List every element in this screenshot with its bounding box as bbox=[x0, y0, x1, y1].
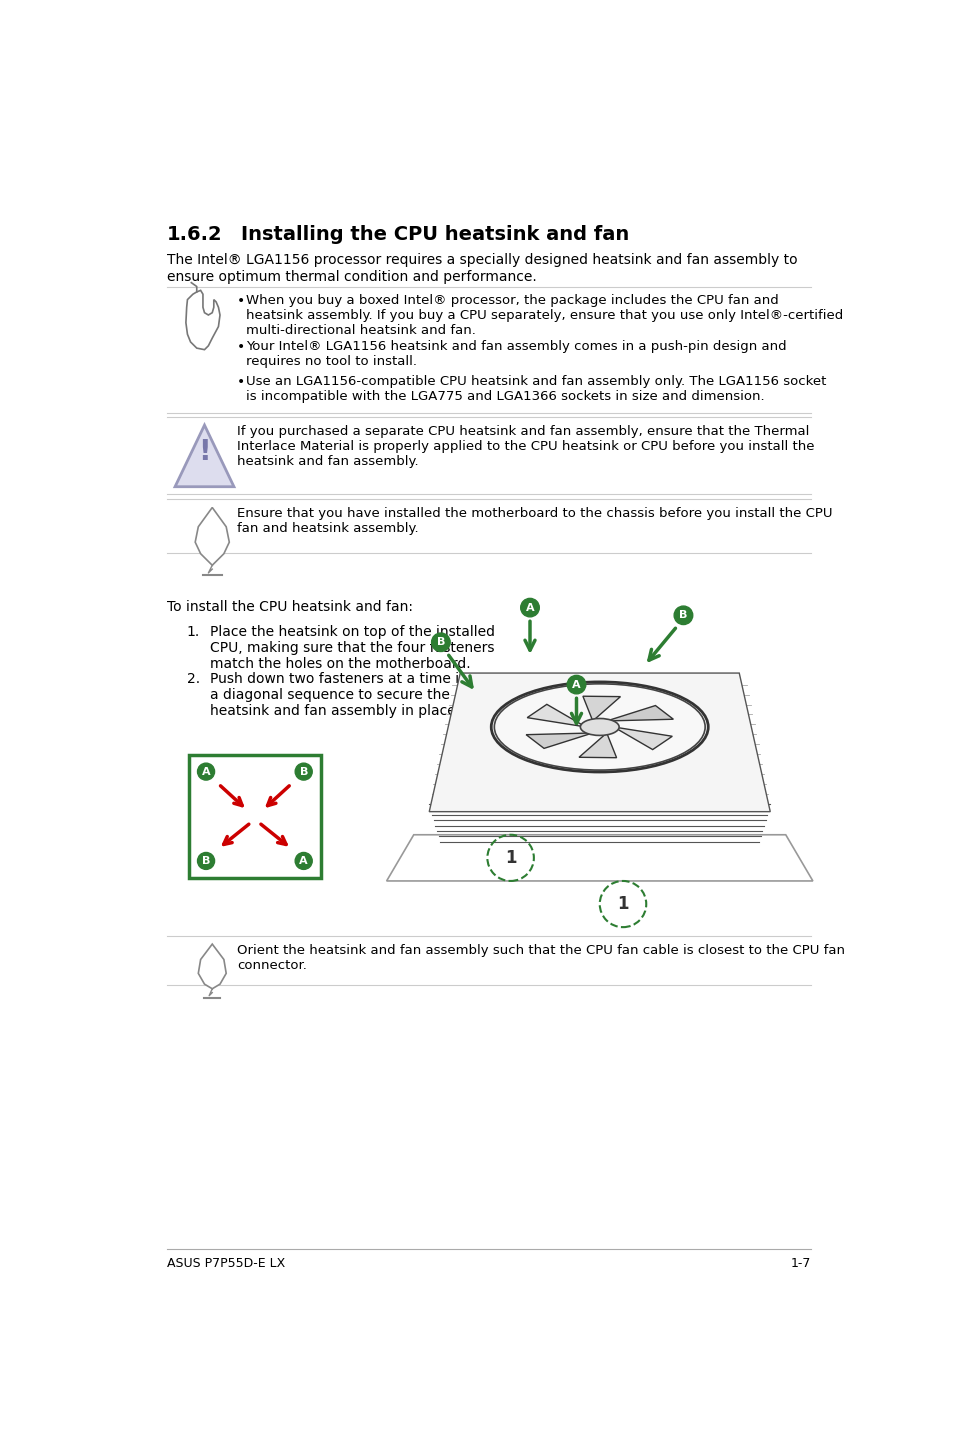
Circle shape bbox=[197, 853, 214, 870]
Text: If you purchased a separate CPU heatsink and fan assembly, ensure that the Therm: If you purchased a separate CPU heatsink… bbox=[236, 426, 814, 469]
Text: When you buy a boxed Intel® processor, the package includes the CPU fan and
heat: When you buy a boxed Intel® processor, t… bbox=[246, 295, 842, 338]
Text: B: B bbox=[202, 856, 210, 866]
Polygon shape bbox=[527, 705, 585, 728]
Ellipse shape bbox=[579, 719, 618, 735]
Text: Orient the heatsink and fan assembly such that the CPU fan cable is closest to t: Orient the heatsink and fan assembly suc… bbox=[236, 945, 844, 972]
Polygon shape bbox=[525, 733, 592, 748]
Text: 1.: 1. bbox=[187, 624, 200, 638]
Text: Place the heatsink on top of the installed
CPU, making sure that the four fasten: Place the heatsink on top of the install… bbox=[210, 624, 495, 672]
Text: A: A bbox=[201, 766, 211, 777]
Circle shape bbox=[294, 764, 312, 779]
Text: B: B bbox=[436, 637, 445, 647]
Circle shape bbox=[520, 598, 538, 617]
Text: Installing the CPU heatsink and fan: Installing the CPU heatsink and fan bbox=[241, 224, 629, 244]
Circle shape bbox=[674, 605, 692, 624]
Polygon shape bbox=[429, 673, 769, 811]
Text: ASUS P7P55D-E LX: ASUS P7P55D-E LX bbox=[167, 1257, 285, 1270]
Polygon shape bbox=[174, 426, 233, 486]
Text: 1: 1 bbox=[617, 894, 628, 913]
Text: Ensure that you have installed the motherboard to the chassis before you install: Ensure that you have installed the mothe… bbox=[236, 506, 832, 535]
Polygon shape bbox=[198, 945, 226, 989]
Polygon shape bbox=[582, 696, 619, 720]
Text: 2.: 2. bbox=[187, 672, 199, 686]
Text: •: • bbox=[236, 295, 245, 308]
Polygon shape bbox=[613, 728, 672, 749]
Text: 1: 1 bbox=[504, 848, 516, 867]
Text: Use an LGA1156-compatible CPU heatsink and fan assembly only. The LGA1156 socket: Use an LGA1156-compatible CPU heatsink a… bbox=[246, 375, 826, 403]
Circle shape bbox=[197, 764, 214, 779]
Text: A: A bbox=[299, 856, 308, 866]
Text: •: • bbox=[236, 375, 245, 390]
Polygon shape bbox=[195, 508, 229, 565]
Text: Push down two fasteners at a time in
a diagonal sequence to secure the
heatsink : Push down two fasteners at a time in a d… bbox=[210, 672, 467, 718]
FancyBboxPatch shape bbox=[189, 755, 320, 877]
Text: B: B bbox=[679, 610, 687, 620]
Text: 1.6.2: 1.6.2 bbox=[167, 224, 223, 244]
Circle shape bbox=[567, 676, 585, 695]
Text: B: B bbox=[299, 766, 308, 777]
Polygon shape bbox=[386, 835, 812, 881]
Text: •: • bbox=[236, 341, 245, 354]
Text: A: A bbox=[572, 680, 580, 690]
Text: !: ! bbox=[198, 439, 211, 466]
Circle shape bbox=[431, 633, 450, 651]
Text: A: A bbox=[525, 603, 534, 613]
Polygon shape bbox=[578, 733, 616, 758]
Text: Your Intel® LGA1156 heatsink and fan assembly comes in a push-pin design and
req: Your Intel® LGA1156 heatsink and fan ass… bbox=[246, 341, 786, 368]
Ellipse shape bbox=[491, 682, 707, 772]
Text: 1-7: 1-7 bbox=[789, 1257, 810, 1270]
Polygon shape bbox=[606, 706, 673, 720]
Text: The Intel® LGA1156 processor requires a specially designed heatsink and fan asse: The Intel® LGA1156 processor requires a … bbox=[167, 253, 797, 283]
Circle shape bbox=[294, 853, 312, 870]
Text: To install the CPU heatsink and fan:: To install the CPU heatsink and fan: bbox=[167, 600, 413, 614]
